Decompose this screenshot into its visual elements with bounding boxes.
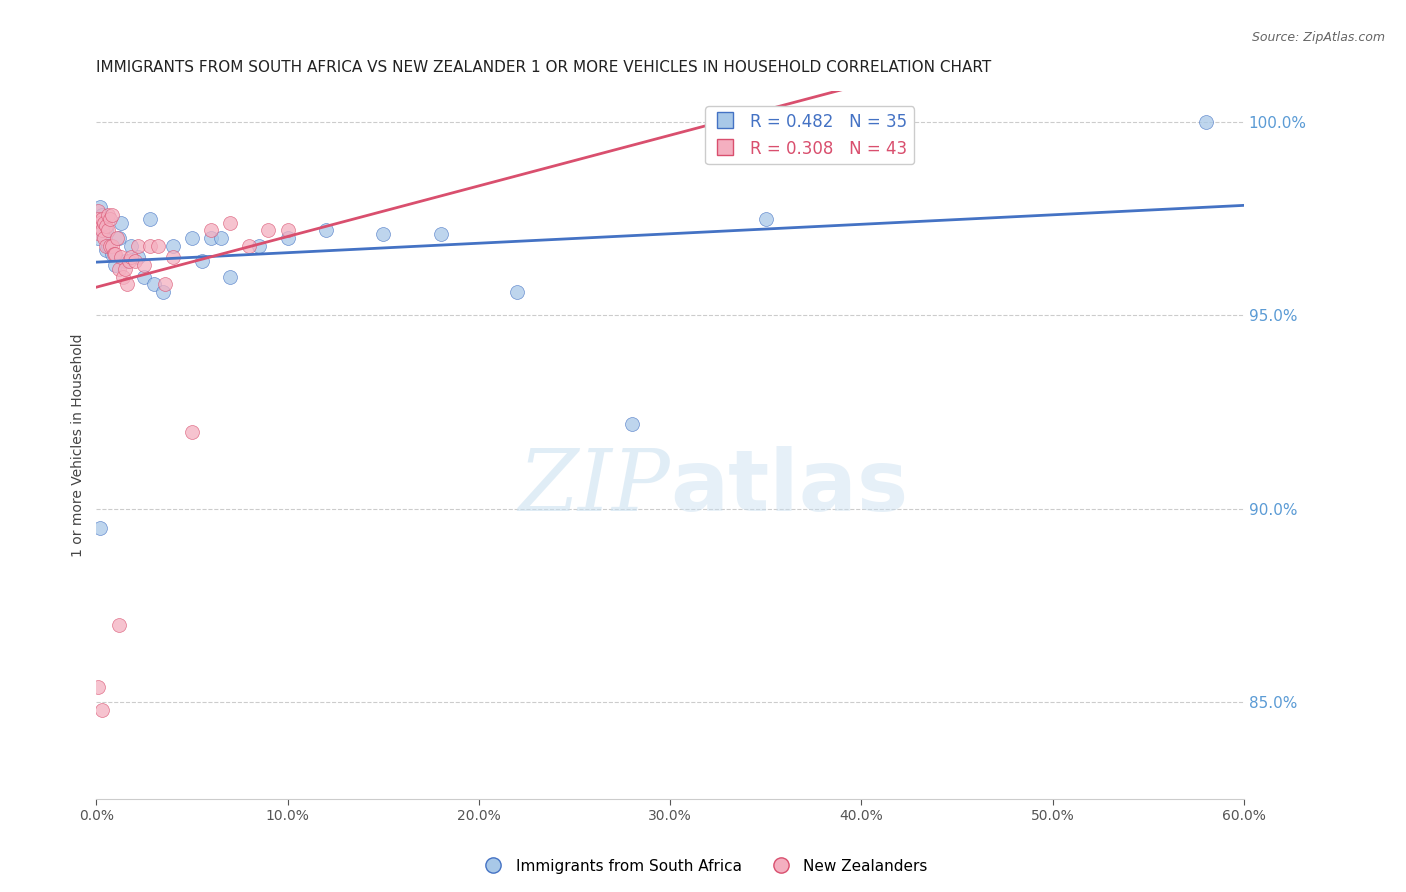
Point — [755, 211, 778, 226]
Point — [104, 246, 127, 260]
Point — [108, 262, 131, 277]
Point — [87, 231, 110, 245]
Point — [87, 680, 110, 694]
Point — [100, 246, 122, 260]
Point — [238, 239, 260, 253]
Point — [112, 269, 135, 284]
Point — [209, 231, 232, 245]
Point — [91, 223, 114, 237]
Point — [89, 200, 111, 214]
Point — [162, 239, 184, 253]
Point — [200, 231, 222, 245]
Point — [429, 227, 451, 242]
Point — [247, 239, 270, 253]
Point — [110, 251, 132, 265]
Point — [120, 251, 142, 265]
Point — [257, 223, 280, 237]
Point — [98, 239, 121, 253]
Point — [94, 223, 117, 237]
Point — [93, 216, 115, 230]
Point — [94, 239, 117, 253]
Point — [181, 231, 204, 245]
Point — [114, 262, 136, 277]
Text: ZIP: ZIP — [519, 446, 671, 529]
Point — [89, 216, 111, 230]
Point — [94, 219, 117, 234]
Point — [277, 223, 299, 237]
Point — [105, 231, 128, 245]
Point — [118, 254, 141, 268]
Point — [98, 211, 121, 226]
Point — [100, 208, 122, 222]
Point — [97, 239, 120, 253]
Point — [277, 231, 299, 245]
Point — [200, 223, 222, 237]
Legend: R = 0.482   N = 35, R = 0.308   N = 43: R = 0.482 N = 35, R = 0.308 N = 43 — [706, 106, 914, 164]
Point — [110, 216, 132, 230]
Point — [142, 277, 165, 292]
Point — [162, 251, 184, 265]
Point — [108, 618, 131, 632]
Point — [89, 227, 111, 242]
Point — [1194, 115, 1216, 129]
Point — [139, 211, 162, 226]
Text: Source: ZipAtlas.com: Source: ZipAtlas.com — [1251, 31, 1385, 45]
Y-axis label: 1 or more Vehicles in Household: 1 or more Vehicles in Household — [72, 334, 86, 557]
Legend: Immigrants from South Africa, New Zealanders: Immigrants from South Africa, New Zealan… — [472, 853, 934, 880]
Point — [181, 425, 204, 439]
Point — [506, 285, 529, 300]
Point — [127, 239, 149, 253]
Point — [91, 211, 114, 226]
Point — [152, 285, 174, 300]
Point — [620, 417, 643, 431]
Point — [146, 239, 169, 253]
Text: atlas: atlas — [671, 446, 908, 529]
Point — [97, 223, 120, 237]
Point — [219, 216, 242, 230]
Point — [89, 216, 111, 230]
Point — [108, 231, 131, 245]
Point — [120, 239, 142, 253]
Point — [127, 251, 149, 265]
Point — [93, 231, 115, 245]
Point — [114, 254, 136, 268]
Point — [91, 703, 114, 717]
Point — [100, 239, 122, 253]
Point — [219, 269, 242, 284]
Point — [103, 246, 125, 260]
Point — [134, 269, 156, 284]
Point — [87, 204, 110, 219]
Point — [87, 211, 110, 226]
Point — [91, 208, 114, 222]
Point — [190, 254, 212, 268]
Text: IMMIGRANTS FROM SOUTH AFRICA VS NEW ZEALANDER 1 OR MORE VEHICLES IN HOUSEHOLD CO: IMMIGRANTS FROM SOUTH AFRICA VS NEW ZEAL… — [97, 60, 991, 75]
Point — [89, 521, 111, 535]
Point — [153, 277, 176, 292]
Point — [139, 239, 162, 253]
Point — [124, 254, 146, 268]
Point — [94, 243, 117, 257]
Point — [93, 227, 115, 242]
Point — [89, 219, 111, 234]
Point — [104, 258, 127, 272]
Point — [115, 277, 138, 292]
Point — [134, 258, 156, 272]
Point — [97, 208, 120, 222]
Point — [373, 227, 395, 242]
Point — [315, 223, 337, 237]
